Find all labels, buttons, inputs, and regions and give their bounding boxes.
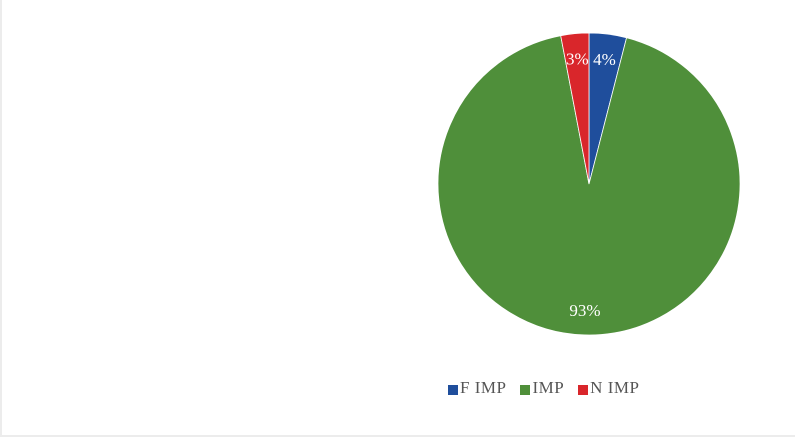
- legend-label-n-imp: N IMP: [590, 378, 640, 397]
- legend: F IMP IMP N IMP: [448, 378, 639, 398]
- pie-slice-n-imp: [560, 32, 590, 185]
- data-label-n-imp: 3%: [566, 50, 589, 69]
- legend-label-imp: IMP: [532, 378, 565, 397]
- legend-label-f-imp: F IMP: [460, 378, 507, 397]
- legend-item-imp: IMP: [520, 378, 564, 398]
- legend-swatch-f-imp: [448, 384, 458, 395]
- data-label-f-imp: 4%: [593, 50, 616, 69]
- legend-item-n-imp: N IMP: [578, 378, 639, 398]
- legend-swatch-imp: [520, 384, 531, 395]
- pie-slice-imp: [437, 35, 741, 336]
- legend-swatch-n-imp: [578, 384, 589, 395]
- data-label-imp: 93%: [569, 301, 600, 320]
- legend-item-f-imp: F IMP: [448, 378, 506, 398]
